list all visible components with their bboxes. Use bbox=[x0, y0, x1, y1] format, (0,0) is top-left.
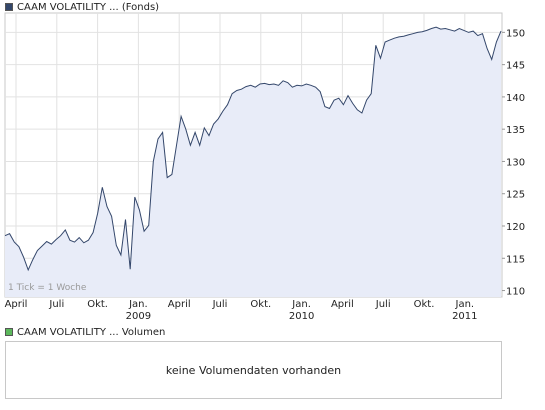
price-legend-label: CAAM VOLATILITY ... (Fonds) bbox=[17, 1, 160, 13]
price-area bbox=[5, 27, 501, 297]
volume-message: keine Volumendaten vorhanden bbox=[165, 363, 342, 377]
y-tick-label: 140 bbox=[506, 93, 525, 104]
y-tick-label: 145 bbox=[506, 61, 525, 72]
volume-legend-swatch bbox=[5, 328, 13, 336]
y-tick-label: 125 bbox=[506, 190, 525, 201]
y-tick-label: 120 bbox=[506, 222, 525, 233]
price-legend-swatch bbox=[5, 3, 13, 11]
y-tick-label: 135 bbox=[506, 125, 525, 136]
price-line bbox=[4, 26, 502, 272]
x-year-label: 2011 bbox=[452, 311, 477, 322]
x-tick-label: Jan. bbox=[291, 299, 311, 310]
x-tick-label: Okt. bbox=[87, 299, 108, 310]
x-tick-label: Jan. bbox=[455, 299, 475, 310]
x-axis: April Juli Okt. Jan. April Juli Okt. Jan. April J… bbox=[5, 299, 478, 322]
tick-note: 1 Tick = 1 Woche bbox=[8, 283, 87, 293]
y-tick-label: 115 bbox=[506, 254, 525, 265]
x-tick-label: Juli bbox=[212, 299, 228, 310]
price-legend: CAAM VOLATILITY ... (Fonds) bbox=[5, 1, 159, 13]
x-tick-label: Juli bbox=[375, 299, 391, 310]
x-tick-label: Juli bbox=[48, 299, 64, 310]
volume-legend: CAAM VOLATILITY ... Volumen bbox=[5, 326, 165, 338]
x-year-label: 2010 bbox=[289, 311, 314, 322]
x-tick-label: Jan. bbox=[128, 299, 148, 310]
x-tick-label: Okt. bbox=[414, 299, 435, 310]
volume-panel: keine Volumendaten vorhanden bbox=[5, 341, 502, 399]
x-tick-label: April bbox=[331, 299, 354, 310]
y-tick-label: 130 bbox=[506, 157, 525, 168]
volume-legend-label: CAAM VOLATILITY ... Volumen bbox=[17, 326, 166, 338]
price-chart: 1 Tick = 1 Woche 110 115 120 125 130 135 140 14… bbox=[4, 12, 525, 322]
x-tick-label: April bbox=[5, 299, 28, 310]
x-tick-label: Okt. bbox=[250, 299, 271, 310]
x-tick-label: April bbox=[168, 299, 191, 310]
y-tick-label: 150 bbox=[506, 28, 525, 39]
y-tick-label: 110 bbox=[506, 287, 525, 298]
x-year-label: 2009 bbox=[126, 311, 151, 322]
y-axis: 110 115 120 125 130 135 140 145 150 bbox=[502, 28, 525, 298]
